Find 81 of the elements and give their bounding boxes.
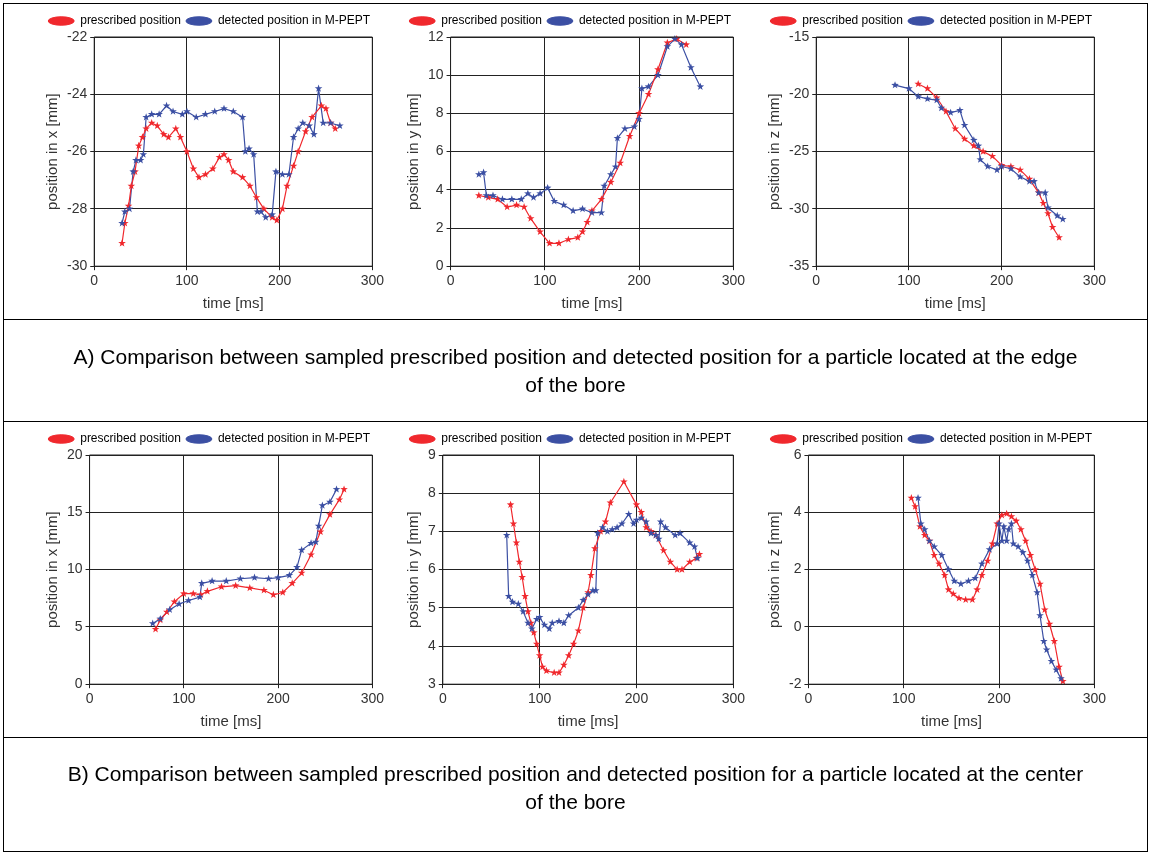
legend-label: prescribed position	[80, 13, 181, 28]
y-tick-label: 2	[435, 218, 444, 235]
y-axis-title: position in z [mm]	[765, 511, 783, 628]
y-tick-label: 10	[66, 560, 83, 577]
legend-label: detected position in M-PEPT	[217, 431, 371, 446]
y-tick-label: -26	[67, 142, 88, 159]
x-tick-label: 100	[897, 272, 921, 289]
legend-label: prescribed position	[802, 431, 903, 446]
y-axis-title: position in x [mm]	[43, 93, 61, 210]
y-tick-label: 0	[793, 617, 802, 634]
x-tick-label: 300	[1082, 272, 1107, 289]
x-axis-title: time [ms]	[924, 294, 986, 312]
x-tick-label: 100	[892, 690, 916, 707]
y-tick-label: -35	[789, 257, 810, 274]
x-tick-label: 100	[172, 690, 196, 707]
legend-label: detected position in M-PEPT	[578, 13, 732, 28]
legend-label: detected position in M-PEPT	[939, 431, 1093, 446]
legend-label: detected position in M-PEPT	[217, 13, 371, 28]
y-tick-label: 2	[793, 560, 802, 577]
x-axis-title: time [ms]	[200, 712, 262, 730]
x-tick-label: 300	[360, 272, 385, 289]
y-tick-label: 0	[74, 675, 83, 692]
x-tick-label: 200	[267, 272, 292, 289]
x-axis-title: time [ms]	[557, 712, 619, 730]
y-axis-title: position in z [mm]	[765, 93, 783, 210]
x-axis-title: time [ms]	[920, 712, 982, 730]
y-tick-label: 0	[435, 257, 444, 274]
y-tick-label: -2	[789, 675, 802, 692]
y-tick-label: 9	[427, 445, 436, 462]
x-tick-label: 300	[360, 690, 385, 707]
x-axis-title: time [ms]	[202, 294, 264, 312]
y-tick-label: -20	[789, 85, 810, 102]
y-tick-label: -22	[67, 27, 88, 44]
y-tick-label: 15	[66, 503, 83, 520]
x-tick-label: 200	[989, 272, 1014, 289]
y-tick-label: -24	[67, 85, 88, 102]
y-tick-label: 20	[66, 445, 83, 462]
x-tick-label: 100	[533, 272, 557, 289]
x-tick-label: 300	[1082, 690, 1107, 707]
x-tick-label: 0	[446, 272, 455, 289]
x-tick-label: 200	[627, 272, 651, 289]
y-tick-label: 8	[435, 104, 444, 121]
y-axis-title: position in y [mm]	[404, 93, 422, 210]
y-tick-label: 7	[427, 522, 436, 539]
y-tick-label: 5	[74, 617, 83, 634]
y-tick-label: 3	[427, 675, 436, 692]
y-tick-label: -25	[789, 142, 810, 159]
y-tick-label: -30	[789, 199, 810, 216]
y-axis-title: position in y [mm]	[404, 511, 422, 628]
x-tick-label: 100	[527, 690, 552, 707]
legend-label: prescribed position	[441, 13, 542, 28]
legend-label: prescribed position	[80, 431, 181, 446]
x-tick-label: 100	[175, 272, 199, 289]
text: B) Comparison between sampled prescribed position and detected position for a particle located at the center of the bore	[4, 737, 1147, 837]
y-tick-label: -30	[67, 257, 88, 274]
text: A) Comparison between sampled prescribed position and detected position for a particle located at the edge of the bore	[4, 319, 1147, 422]
y-tick-label: 12	[427, 27, 444, 44]
x-tick-label: 0	[90, 272, 99, 289]
y-axis-title: position in x [mm]	[43, 511, 61, 628]
y-tick-label: 5	[427, 598, 436, 615]
x-tick-label: 200	[624, 690, 649, 707]
x-tick-label: 300	[721, 690, 746, 707]
legend-label: detected position in M-PEPT	[578, 431, 732, 446]
y-tick-label: 4	[435, 180, 444, 197]
y-tick-label: 6	[427, 560, 436, 577]
legend-label: prescribed position	[441, 431, 542, 446]
x-tick-label: 300	[721, 272, 746, 289]
x-tick-label: 200	[266, 690, 290, 707]
x-axis-title: time [ms]	[561, 294, 623, 312]
y-tick-label: 6	[435, 142, 444, 159]
y-tick-label: -28	[67, 199, 88, 216]
x-tick-label: 200	[987, 690, 1011, 707]
y-tick-label: 4	[793, 503, 802, 520]
y-tick-label: 4	[427, 636, 436, 653]
y-tick-label: 6	[793, 445, 802, 462]
x-tick-label: 0	[812, 272, 821, 289]
y-tick-label: 8	[427, 484, 436, 501]
legend-label: detected position in M-PEPT	[939, 13, 1093, 28]
legend-label: prescribed position	[802, 13, 903, 28]
y-tick-label: 10	[427, 66, 444, 83]
y-tick-label: -15	[789, 27, 810, 44]
